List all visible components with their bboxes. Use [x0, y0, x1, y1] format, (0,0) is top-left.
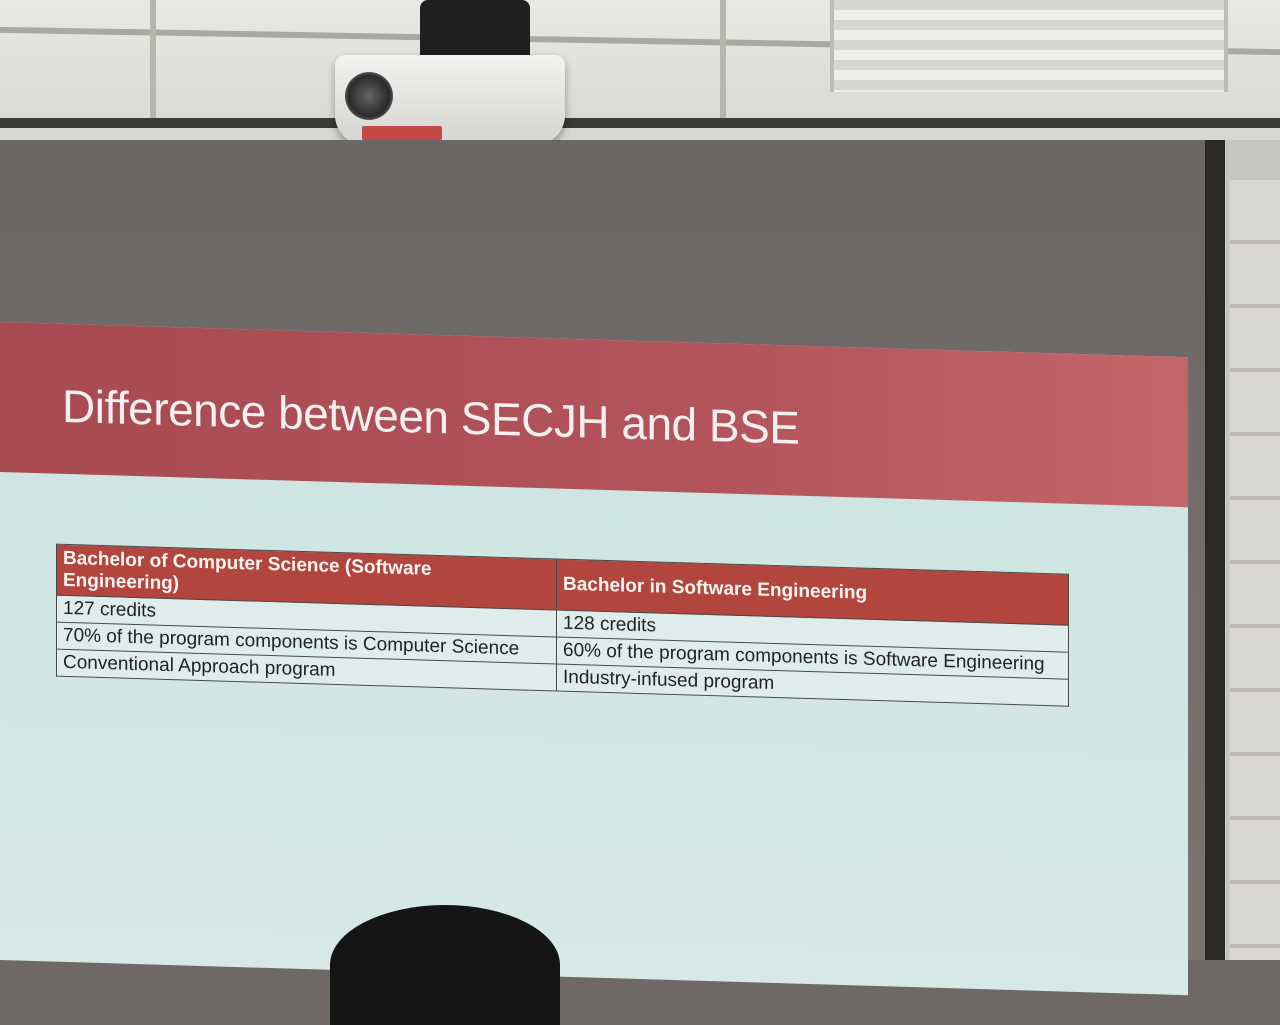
- right-wall-panel: [1230, 180, 1280, 960]
- ceiling-grid-line: [720, 0, 726, 125]
- comparison-table: Bachelor of Computer Science (Software E…: [56, 544, 1069, 707]
- slide: Difference between SECJH and BSE Bachelo…: [0, 322, 1188, 996]
- audience-head: [330, 905, 560, 1025]
- projector-sticker: [362, 126, 442, 140]
- ceiling: [0, 0, 1280, 140]
- slide-title: Difference between SECJH and BSE: [62, 379, 800, 454]
- projector-lens: [345, 72, 393, 120]
- ceiling-vent: [830, 0, 1228, 92]
- ceiling-edge: [0, 118, 1280, 128]
- ceiling-grid-line: [150, 0, 156, 125]
